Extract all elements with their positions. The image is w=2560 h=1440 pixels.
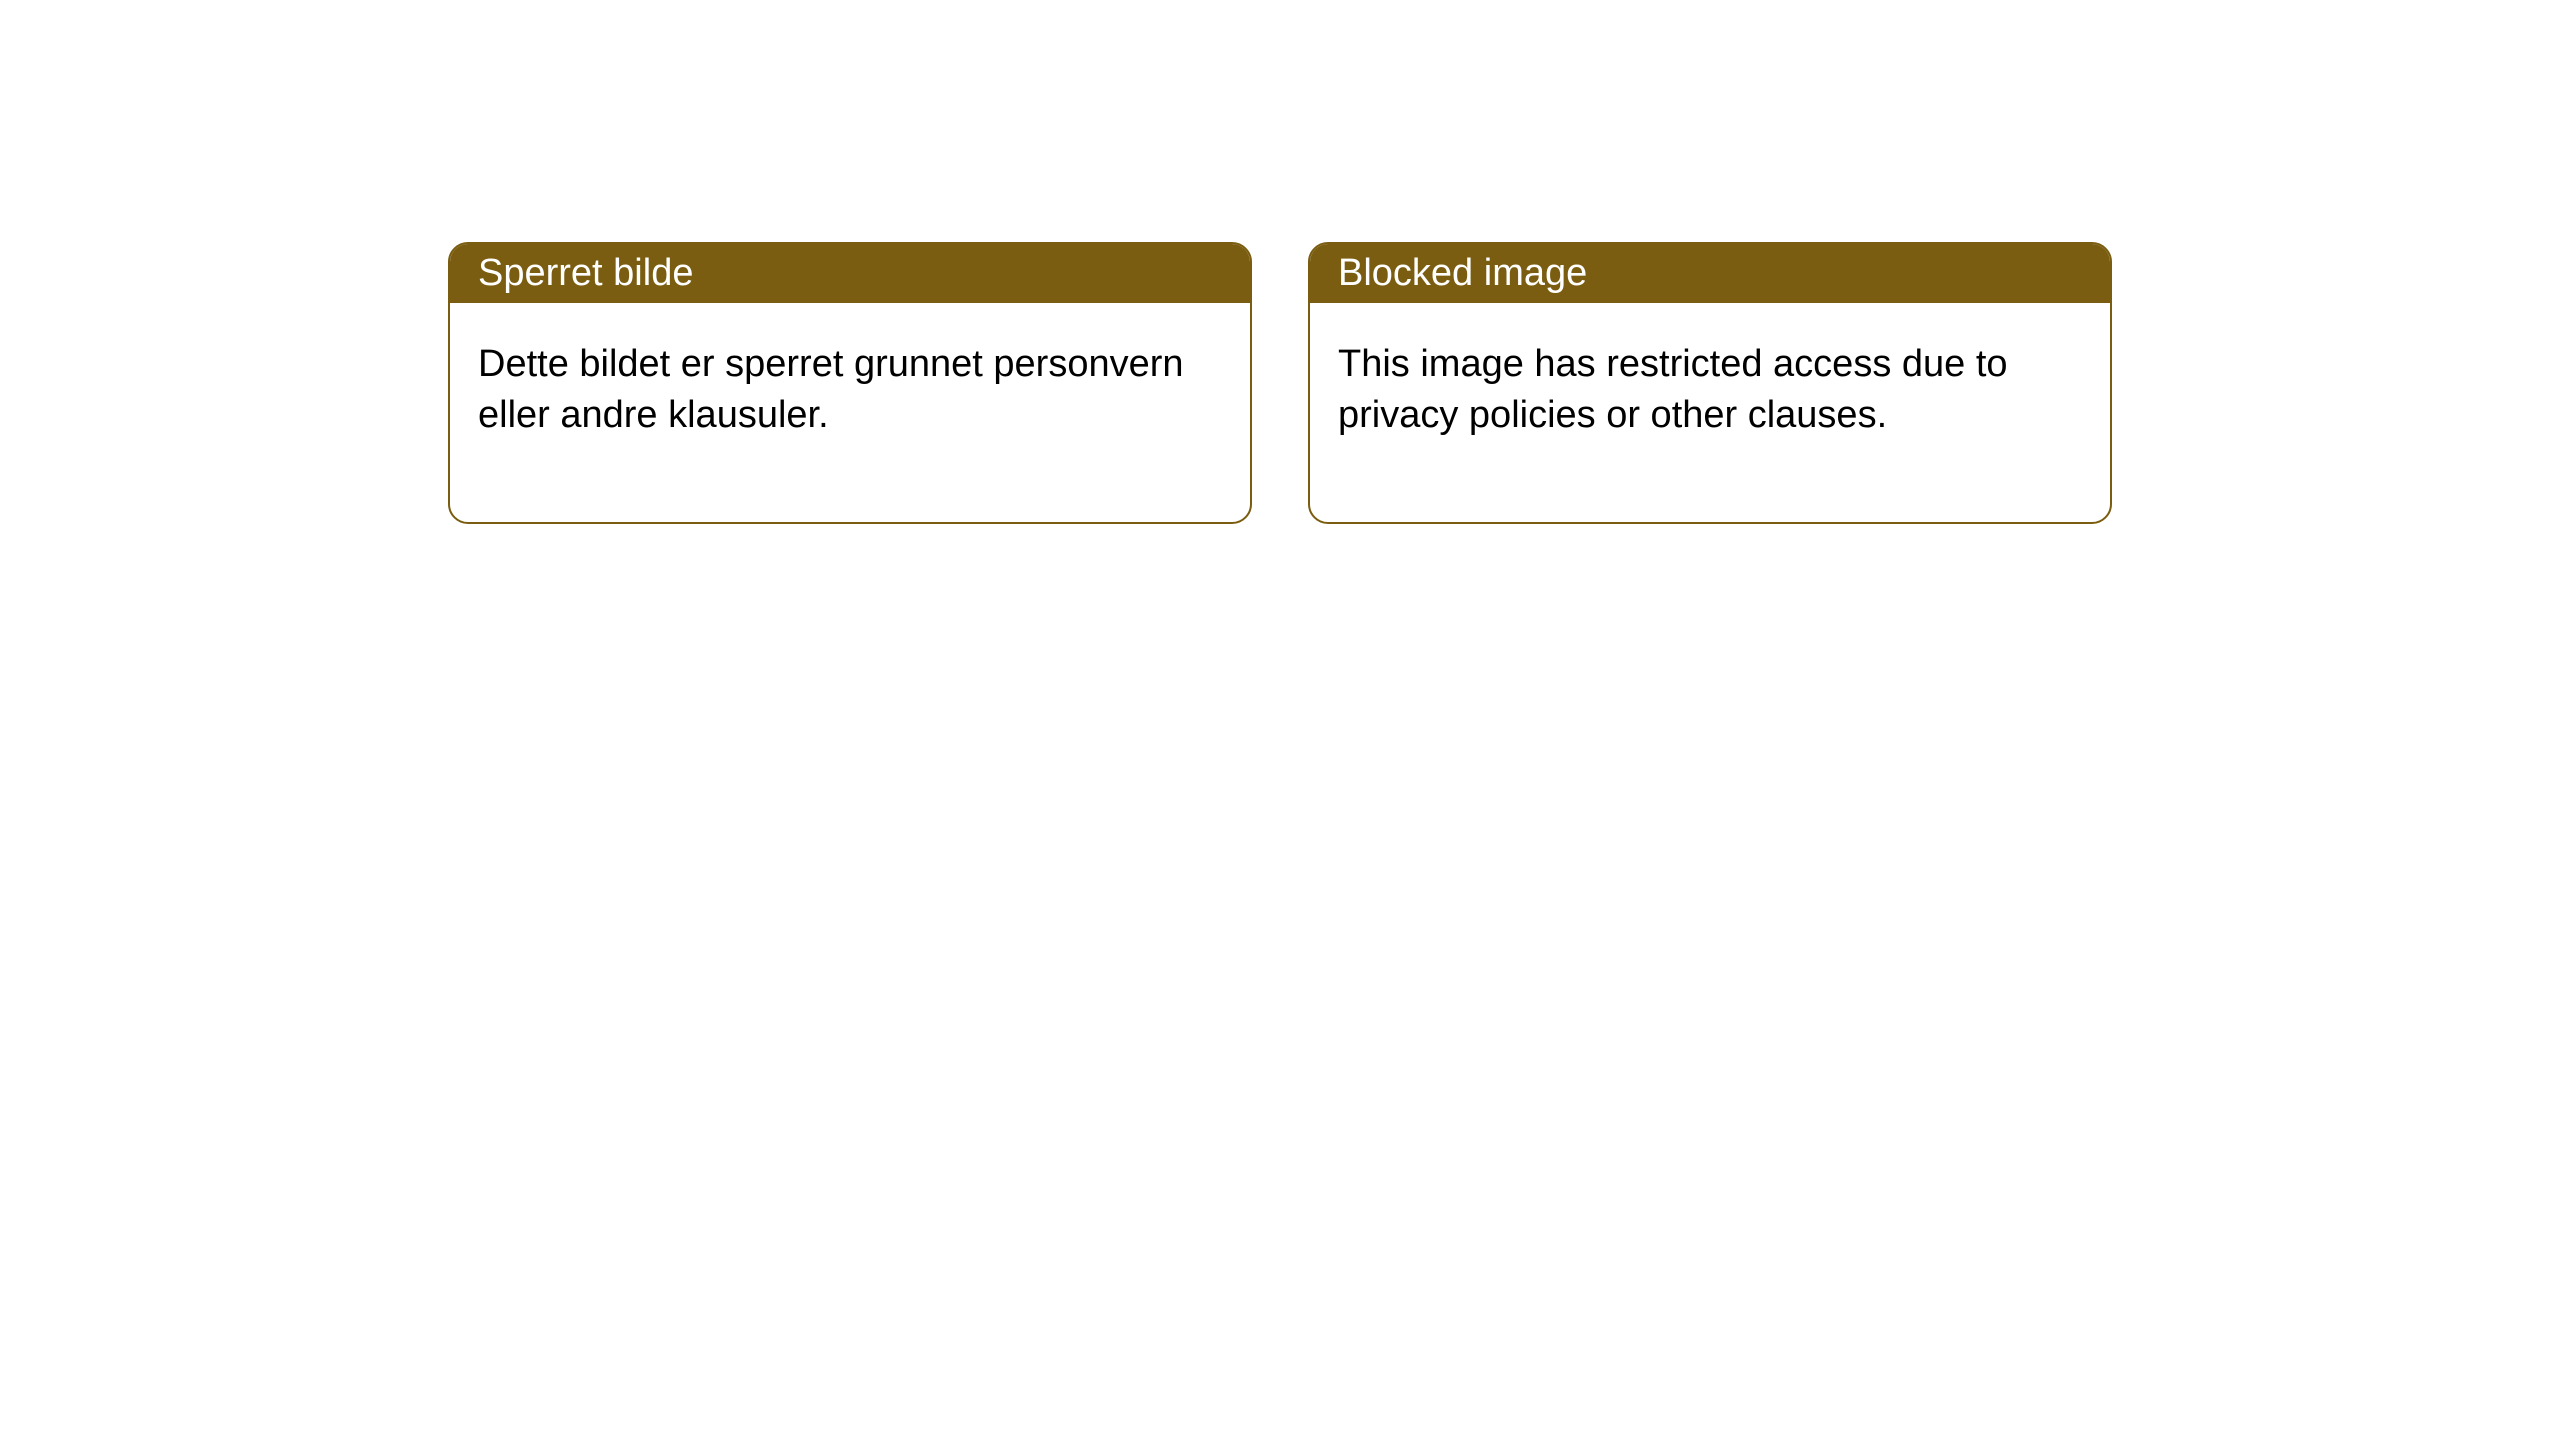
notice-card-norwegian: Sperret bilde Dette bildet er sperret gr… bbox=[448, 242, 1252, 524]
notice-card-english: Blocked image This image has restricted … bbox=[1308, 242, 2112, 524]
notice-container: Sperret bilde Dette bildet er sperret gr… bbox=[448, 242, 2112, 524]
notice-card-body: This image has restricted access due to … bbox=[1310, 303, 2110, 522]
notice-card-title: Blocked image bbox=[1310, 244, 2110, 303]
notice-card-body: Dette bildet er sperret grunnet personve… bbox=[450, 303, 1250, 522]
notice-card-title: Sperret bilde bbox=[450, 244, 1250, 303]
